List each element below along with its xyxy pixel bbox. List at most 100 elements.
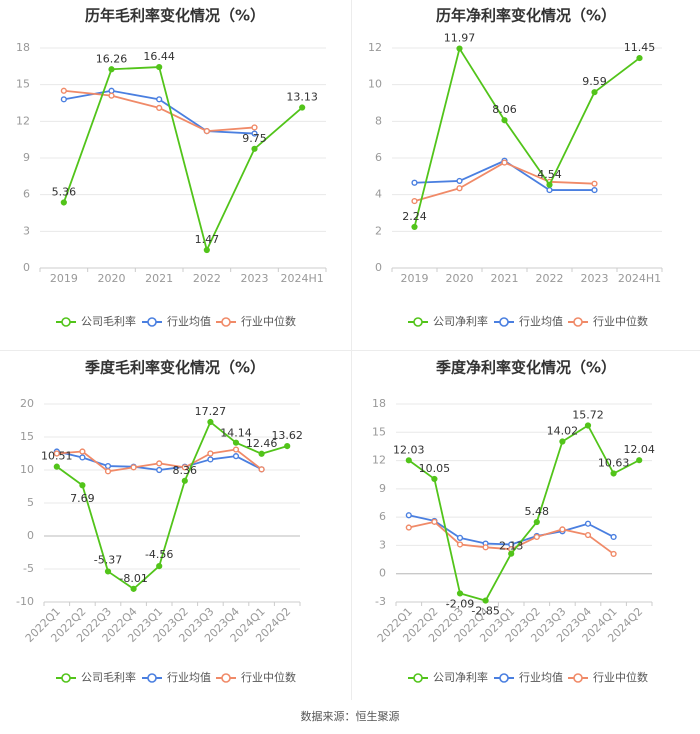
data-point [584, 531, 592, 539]
panel-divider-horizontal [0, 350, 700, 351]
data-label: 5.48 [525, 505, 550, 518]
data-point [456, 541, 464, 548]
data-label: 15.72 [572, 408, 604, 421]
data-label: 12.46 [246, 437, 278, 450]
quarterly-gross-margin-chart: 季度毛利率变化情况（%）-10-5051015202022Q12022Q2202… [16, 359, 303, 685]
data-point [104, 568, 112, 575]
data-point [610, 470, 617, 477]
data-point [501, 159, 508, 166]
x-tick-label: 2019 [401, 272, 429, 285]
y-tick-label: 18 [16, 41, 30, 54]
data-point [411, 197, 418, 205]
legend-marker [413, 317, 423, 327]
data-point [456, 185, 463, 192]
data-point [533, 533, 540, 541]
data-point [610, 533, 617, 541]
y-tick-label: 15 [16, 78, 30, 91]
data-point [181, 464, 188, 471]
y-tick-label: 6 [375, 151, 382, 164]
data-point [610, 550, 617, 558]
legend-marker [573, 317, 583, 327]
data-point [60, 199, 67, 206]
data-point [482, 597, 489, 604]
data-point [411, 179, 418, 186]
data-point [546, 181, 553, 188]
data-label: 11.45 [624, 41, 656, 54]
data-point [156, 466, 163, 474]
y-tick-label: 2 [375, 224, 382, 237]
data-point [508, 550, 515, 557]
data-label: -2.09 [446, 597, 474, 610]
chart-title: 季度毛利率变化情况（%） [85, 359, 265, 377]
x-tick-label: 2024H1 [618, 272, 661, 285]
data-label: 17.27 [195, 405, 227, 418]
data-label: 10.05 [419, 462, 451, 475]
series-line [408, 424, 640, 602]
legend-label: 行业中位数 [593, 670, 648, 684]
y-tick-label: 18 [372, 397, 386, 410]
data-point [405, 524, 412, 531]
data-point [456, 45, 463, 52]
legend-marker [221, 673, 231, 683]
legend-label: 行业中位数 [593, 314, 648, 328]
y-tick-label: 10 [368, 78, 382, 91]
data-label: 11.97 [444, 32, 476, 45]
data-point [405, 512, 412, 519]
x-tick-label: 2021 [491, 272, 519, 285]
data-point [559, 526, 566, 533]
data-point [79, 454, 86, 461]
data-point [79, 448, 86, 455]
x-tick-label: 2020 [98, 272, 126, 285]
data-point [636, 457, 643, 464]
annual-net-margin-chart: 历年净利率变化情况（%） 0 2 4 6 8 10 12 2019 2020 2021 2022 202… [368, 7, 663, 328]
data-label: -8.01 [119, 572, 147, 585]
data-point [584, 520, 592, 527]
y-tick-label: 5 [27, 496, 34, 509]
data-point [156, 460, 163, 467]
y-tick-label: 15 [20, 430, 34, 443]
legend-marker [147, 673, 157, 683]
data-label: 5.36 [52, 185, 77, 198]
data-point [108, 66, 115, 73]
data-point [258, 466, 265, 473]
x-tick-label: 2022 [536, 272, 564, 285]
data-point [456, 177, 463, 185]
y-tick-label: 3 [379, 538, 386, 551]
data-point [258, 450, 265, 457]
legend-marker [61, 673, 71, 683]
data-label: 16.44 [143, 50, 175, 63]
legend-label: 公司毛利率 [81, 314, 136, 328]
data-point [591, 180, 598, 187]
data-label: 13.62 [271, 429, 303, 442]
data-point [156, 96, 163, 103]
data-point [104, 462, 112, 470]
x-tick-label: 2023 [581, 272, 609, 285]
data-point [431, 475, 438, 483]
data-point [591, 89, 598, 96]
y-tick-label: -3 [375, 595, 386, 608]
quarterly-net-margin-chart: 季度净利率变化情况（%）-303691215182022Q12022Q22022… [372, 359, 655, 685]
data-point [130, 585, 137, 592]
data-label: 10.51 [41, 450, 73, 463]
data-point [533, 518, 540, 526]
legend-label: 公司净利率 [433, 314, 488, 328]
data-label: -4.56 [145, 548, 173, 561]
data-point [130, 464, 137, 471]
data-label: 8.36 [173, 464, 198, 477]
data-point [207, 456, 214, 463]
y-tick-label: 12 [16, 114, 30, 127]
x-tick-label: 2023 [241, 272, 269, 285]
data-point [207, 450, 214, 457]
series-line [56, 421, 288, 590]
data-label: 4.54 [537, 168, 562, 181]
series-line [413, 47, 641, 228]
data-label: 9.59 [582, 75, 607, 88]
y-tick-label: 3 [23, 224, 30, 237]
x-tick-label: 2024H1 [281, 272, 324, 285]
data-point [108, 92, 115, 99]
legend-marker [573, 673, 583, 683]
y-tick-label: 4 [375, 188, 382, 201]
data-point [411, 223, 418, 231]
legend-marker [221, 317, 231, 327]
y-tick-label: 6 [23, 188, 30, 201]
